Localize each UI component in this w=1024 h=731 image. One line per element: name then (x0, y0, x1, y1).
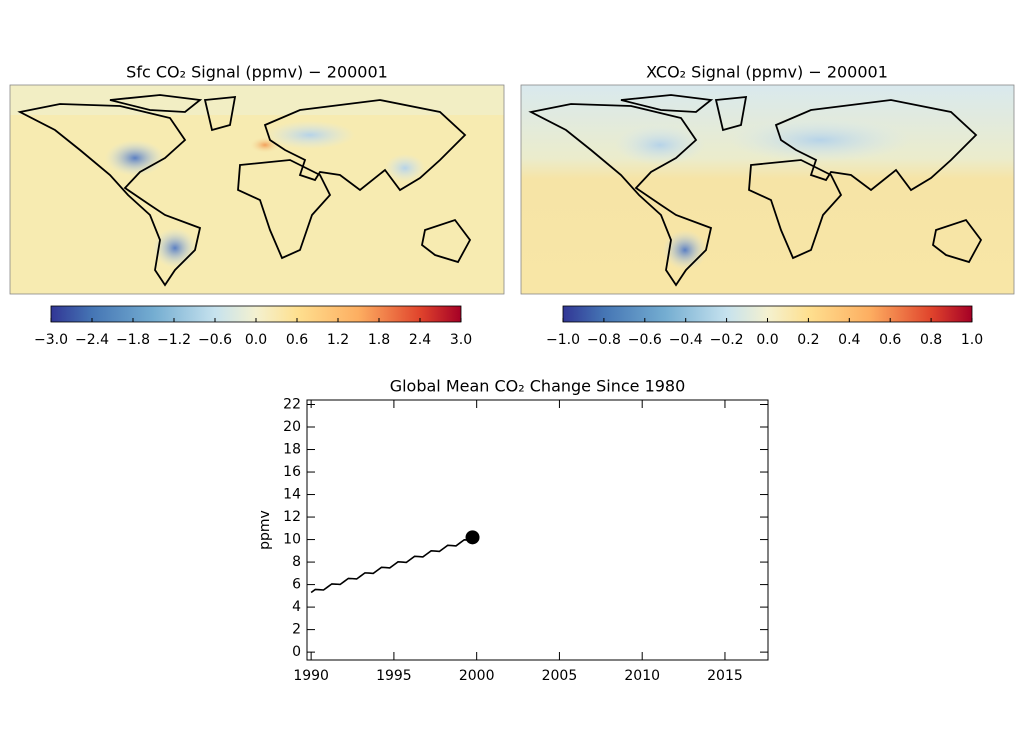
x-tick-label: 2005 (542, 668, 578, 684)
x-tick-label: 2000 (459, 668, 495, 684)
colorbar-tick-label: −0.6 (628, 332, 662, 348)
colorbar-tick-label: 0.0 (245, 332, 267, 348)
colorbar-tick-label: −0.6 (198, 332, 232, 348)
colorbar-tick-label: 0.2 (797, 332, 819, 348)
map-anomaly (153, 228, 197, 268)
y-tick-label: 8 (292, 554, 301, 570)
map-anomaly (105, 140, 165, 176)
y-tick-label: 4 (292, 599, 301, 615)
x-tick-label: 1995 (376, 668, 412, 684)
colorbar-tick-label: −0.8 (587, 332, 621, 348)
map-panel (9, 84, 505, 295)
map-frame (520, 84, 1015, 295)
map-frame (9, 84, 505, 295)
colorbar-tick-label: 1.2 (327, 332, 349, 348)
colorbar-tick-label: 0.6 (879, 332, 901, 348)
y-tick-label: 20 (283, 419, 301, 435)
map-anomaly (385, 154, 425, 182)
map-field (521, 85, 1014, 294)
y-tick-label: 18 (283, 442, 301, 458)
colorbar-tick-label: 0.8 (920, 332, 942, 348)
colorbar-tick-label: 0.4 (838, 332, 860, 348)
map-field (10, 85, 504, 115)
map-anomaly (615, 125, 705, 165)
map-title: XCO₂ Signal (ppmv) − 200001 (646, 63, 888, 82)
colorbar-tick-label: −3.0 (34, 332, 68, 348)
y-tick-label: 22 (283, 397, 301, 413)
y-tick-label: 2 (292, 622, 301, 638)
chart-title: Global Mean CO₂ Change Since 1980 (390, 377, 686, 396)
colorbar-tick-label: −0.4 (669, 332, 703, 348)
current-point (465, 530, 480, 545)
colorbar-tick-label: 1.8 (368, 332, 390, 348)
y-tick-label: 10 (283, 532, 301, 548)
map-field (10, 85, 504, 294)
y-tick-label: 16 (283, 464, 301, 480)
colorbar-tick-label: −2.4 (75, 332, 109, 348)
data-line (310, 536, 473, 594)
x-tick-label: 1990 (293, 668, 329, 684)
x-tick-label: 2015 (707, 668, 743, 684)
colorbar-tick-label: 0.6 (286, 332, 308, 348)
plot-frame (306, 399, 769, 661)
map-anomaly (730, 118, 910, 162)
y-tick-label: 0 (292, 644, 301, 660)
y-tick-label: 12 (283, 509, 301, 525)
colorbar-tick-label: 1.0 (961, 332, 983, 348)
map-panel (520, 84, 1015, 295)
y-tick-label: 14 (283, 487, 301, 503)
y-tick-label: 6 (292, 577, 301, 593)
map-anomaly (265, 121, 355, 149)
colorbar-tick-label: 3.0 (450, 332, 472, 348)
colorbar-tick-label: −1.8 (116, 332, 150, 348)
colorbar-tick-label: 2.4 (409, 332, 431, 348)
map-anomaly (250, 137, 280, 153)
x-tick-label: 2010 (624, 668, 660, 684)
colorbar-tick-label: −1.2 (157, 332, 191, 348)
colorbar-tick-label: 0.0 (756, 332, 778, 348)
colorbar-tick-label: −1.0 (546, 332, 580, 348)
colorbar-tick-label: −0.2 (710, 332, 744, 348)
map-title: Sfc CO₂ Signal (ppmv) − 200001 (126, 63, 388, 82)
y-axis-label: ppmv (257, 510, 273, 550)
